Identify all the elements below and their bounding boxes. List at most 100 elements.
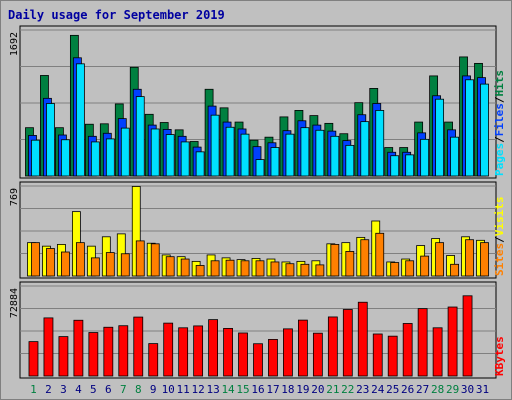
max-value-label: 1692	[9, 32, 20, 56]
bar-sites	[105, 252, 115, 277]
bar-pages	[300, 127, 310, 177]
bar-sites	[465, 239, 474, 277]
x-tick-label: 11	[177, 383, 190, 396]
bar-sites	[31, 242, 40, 277]
bar-kbytes	[342, 309, 353, 377]
bar-sites	[300, 263, 310, 277]
bar-sites	[285, 263, 295, 277]
bar-kbytes	[298, 319, 308, 377]
legend-sites: Sites	[493, 243, 506, 276]
bar-sites	[360, 239, 370, 277]
bar-sites	[330, 244, 340, 277]
x-tick-label: 23	[356, 383, 369, 396]
bar-sites	[375, 232, 385, 277]
legend-visits: Visits	[493, 197, 506, 237]
bar-sites	[405, 260, 415, 277]
bar-pages	[240, 133, 250, 177]
legend-hits-files-pages: Pages/Files/Hits	[493, 70, 506, 176]
bar-pages	[450, 136, 459, 177]
bar-sites	[345, 251, 355, 277]
bar-sites	[90, 257, 100, 277]
bar-sites	[450, 263, 459, 277]
bar-pages	[90, 141, 100, 177]
x-tick-label: 29	[446, 383, 459, 396]
bar-sites	[225, 259, 235, 277]
bar-kbytes	[88, 332, 99, 377]
bar-kbytes	[372, 333, 383, 377]
x-tick-label: 27	[416, 383, 429, 396]
x-tick-label: 26	[401, 383, 414, 396]
x-tick-label: 8	[135, 383, 142, 396]
bar-sites	[480, 242, 489, 277]
x-tick-label: 21	[326, 383, 339, 396]
bar-kbytes	[73, 319, 84, 377]
bar-sites	[180, 258, 190, 277]
x-tick-label: 25	[386, 383, 399, 396]
bar-sites	[61, 251, 70, 277]
bar-pages	[135, 96, 145, 177]
bar-sites	[150, 243, 160, 277]
bar-kbytes	[357, 301, 368, 377]
bar-kbytes	[417, 308, 428, 377]
x-tick-label: 7	[120, 383, 127, 396]
bar-pages	[420, 138, 430, 177]
bar-pages	[315, 129, 325, 177]
bar-pages	[270, 147, 280, 177]
x-tick-label: 22	[341, 383, 354, 396]
bar-pages	[345, 144, 355, 177]
bar-pages	[46, 103, 55, 177]
legend-visits-sites: Sites/Visits	[493, 197, 506, 277]
bar-sites	[210, 260, 220, 277]
bar-kbytes	[193, 325, 204, 377]
bar-sites	[420, 255, 430, 277]
bar-pages	[120, 127, 130, 177]
bar-sites	[315, 264, 325, 277]
x-tick-label: 30	[461, 383, 474, 396]
legend-kbytes: KBytes	[493, 336, 506, 376]
bar-pages	[180, 141, 190, 177]
bar-kbytes	[253, 343, 263, 377]
x-tick-label: 4	[75, 383, 82, 396]
x-tick-label: 20	[311, 383, 324, 396]
bar-sites	[165, 256, 175, 277]
bar-kbytes	[283, 328, 293, 377]
max-value-label: 769	[9, 188, 20, 206]
x-tick-label: 13	[206, 383, 219, 396]
bar-pages	[105, 138, 115, 177]
x-tick-label: 9	[150, 383, 157, 396]
bar-kbytes	[28, 341, 39, 377]
bar-kbytes	[103, 326, 114, 377]
bar-sites	[390, 262, 400, 277]
bar-pages	[210, 114, 220, 177]
bar-kbytes	[133, 316, 144, 377]
bar-kbytes	[178, 327, 189, 377]
bar-sites	[435, 242, 445, 277]
bar-pages	[330, 135, 340, 177]
bar-sites	[255, 260, 265, 277]
bar-sites	[135, 240, 145, 277]
bar-pages	[165, 134, 175, 177]
legend-files: Files	[493, 103, 506, 136]
bar-kbytes	[447, 306, 458, 377]
bar-kbytes	[387, 335, 398, 377]
bar-kbytes	[118, 325, 129, 377]
bar-pages	[61, 139, 70, 177]
bar-pages	[255, 159, 265, 177]
bar-pages	[480, 83, 489, 177]
bar-pages	[375, 110, 385, 177]
x-tick-label: 19	[296, 383, 309, 396]
bar-kbytes	[43, 317, 54, 377]
legend-pages: Pages	[493, 143, 506, 176]
bar-sites	[240, 260, 250, 277]
bar-kbytes	[163, 322, 174, 377]
bar-kbytes	[58, 336, 69, 377]
bar-pages	[285, 133, 295, 177]
bar-pages	[225, 126, 235, 177]
bar-kbytes	[148, 343, 159, 377]
bar-pages	[360, 121, 370, 177]
bar-pages	[405, 154, 415, 177]
x-tick-label: 6	[105, 383, 112, 396]
chart-title: Daily usage for September 2019	[8, 8, 225, 22]
x-tick-label: 2	[45, 383, 52, 396]
x-tick-label: 31	[476, 383, 489, 396]
